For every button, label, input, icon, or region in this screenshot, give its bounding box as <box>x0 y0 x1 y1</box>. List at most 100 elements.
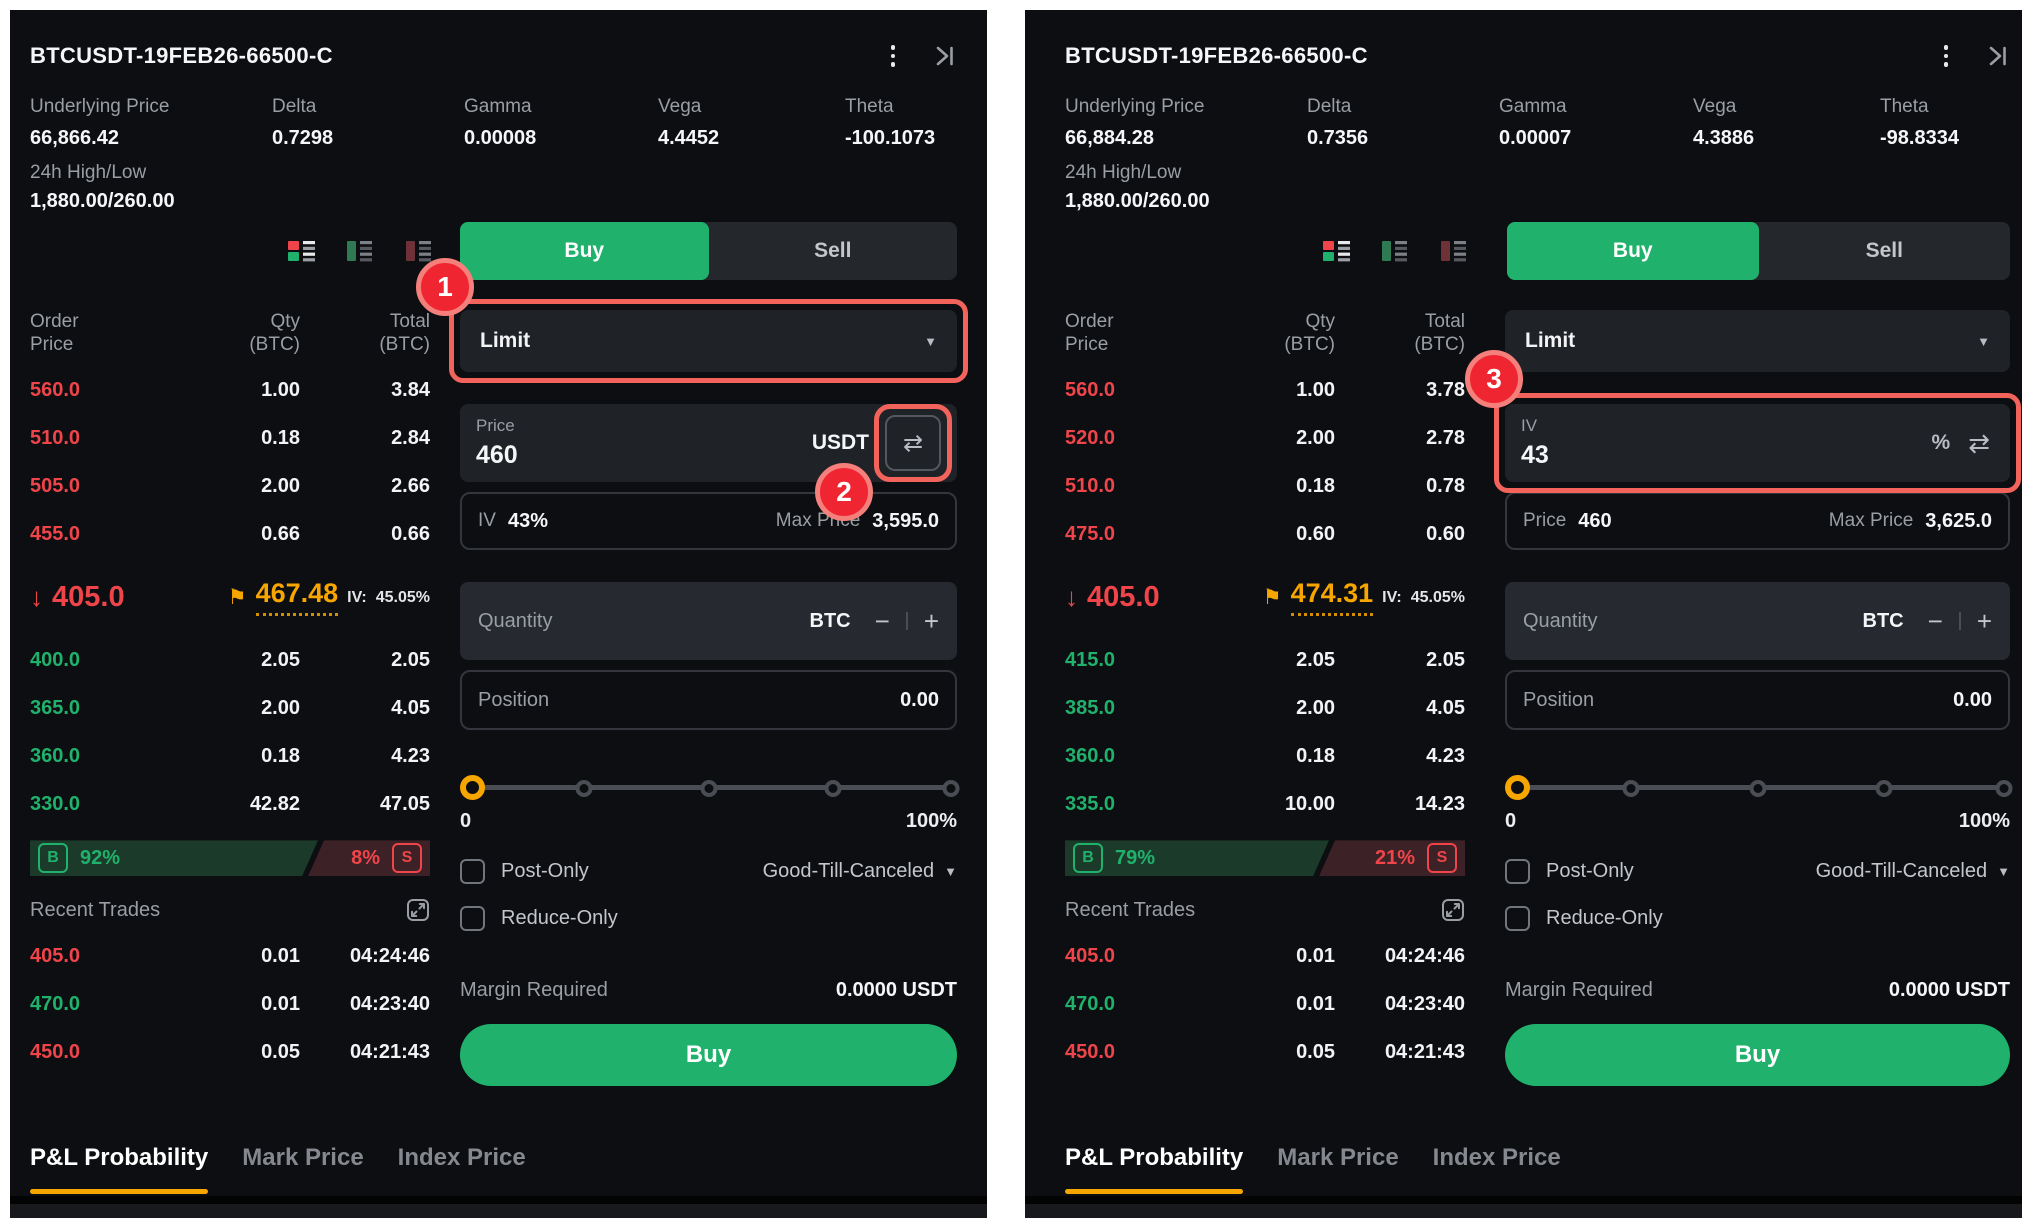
chevron-down-icon: ▼ <box>924 333 937 349</box>
sell-tab[interactable]: Sell <box>814 239 852 262</box>
tab-pnl-probability[interactable]: P&L Probability <box>1065 1144 1244 1194</box>
orderbook-both-sides-icon[interactable] <box>1323 240 1350 262</box>
ask-row[interactable]: 505.0 2.00 2.66 <box>30 462 430 510</box>
quantity-decrease-button[interactable]: − <box>1927 605 1943 636</box>
margin-required-row: Margin Required 0.0000 USDT <box>460 979 957 1002</box>
trade-qty: 0.01 <box>261 992 300 1015</box>
reduce-only-checkbox[interactable] <box>1505 906 1530 931</box>
mark-iv-label: IV: <box>347 589 367 607</box>
collapse-panel-icon[interactable] <box>1984 43 2010 69</box>
bid-total: 14.23 <box>1414 792 1465 815</box>
expand-icon[interactable] <box>1441 898 1465 922</box>
orderbook-bids-only-icon[interactable] <box>347 240 374 262</box>
expand-icon[interactable] <box>406 898 430 922</box>
post-only-option[interactable]: Post-Only <box>1505 859 1634 884</box>
ask-row[interactable]: 520.0 2.00 2.78 <box>1065 414 1465 462</box>
quantity-input[interactable]: Quantity BTC − + <box>460 582 957 660</box>
tab-mark-price[interactable]: Mark Price <box>1277 1144 1399 1171</box>
buy-tab[interactable]: Buy <box>460 222 709 280</box>
reduce-only-checkbox[interactable] <box>460 906 485 931</box>
slider-dot-100[interactable] <box>1995 780 2013 797</box>
post-only-checkbox[interactable] <box>460 859 485 884</box>
slider-dot-100[interactable] <box>942 780 960 797</box>
slider-dot-50[interactable] <box>1749 780 1766 797</box>
price-input[interactable]: Price 460 USDT 2 ⇄ <box>460 404 957 521</box>
bid-row[interactable]: 330.0 42.82 47.05 <box>30 780 430 828</box>
iv-input-label: IV <box>1521 416 1538 435</box>
ask-row[interactable]: 560.0 1.00 3.84 <box>30 366 430 414</box>
flag-icon: ⚑ <box>1262 585 1282 609</box>
slider-dot-75[interactable] <box>1875 780 1893 797</box>
slider-dot-25[interactable] <box>1622 780 1640 797</box>
slider-handle[interactable] <box>1505 775 1530 800</box>
position-row: Position 0.00 <box>460 670 957 730</box>
buy-sell-toggle: Buy Sell <box>460 222 957 280</box>
bid-row[interactable]: 360.0 0.18 4.23 <box>1065 732 1465 780</box>
ask-row[interactable]: 510.0 0.18 0.78 <box>1065 462 1465 510</box>
ask-row[interactable]: 455.0 0.66 0.66 <box>30 510 430 558</box>
quantity-decrease-button[interactable]: − <box>874 605 890 636</box>
annotation-highlight-swap: 2 ⇄ <box>815 404 952 521</box>
slider-track[interactable] <box>1505 774 2013 802</box>
more-options-icon[interactable] <box>885 43 902 69</box>
position-value: 0.00 <box>900 688 939 711</box>
slider-handle[interactable] <box>460 775 485 800</box>
reduce-only-option[interactable]: Reduce-Only <box>1505 906 1663 931</box>
mark-price-block[interactable]: ⚑ 474.31 IV: 45.05% <box>1262 578 1465 617</box>
quantity-label: Quantity <box>478 609 553 632</box>
post-only-option[interactable]: Post-Only <box>460 859 589 884</box>
post-only-checkbox[interactable] <box>1505 859 1530 884</box>
slider-dot-75[interactable] <box>824 780 842 797</box>
bid-row[interactable]: 415.0 2.05 2.05 <box>1065 636 1465 684</box>
ask-row[interactable]: 560.0 1.00 3.78 <box>1065 366 1465 414</box>
price-iv-swap-icon[interactable]: ⇄ <box>1968 427 1990 458</box>
ask-total: 2.84 <box>391 426 430 449</box>
bid-row[interactable]: 400.0 2.05 2.05 <box>30 636 430 684</box>
order-type-select[interactable]: Limit ▼ <box>460 310 957 372</box>
orderbook-layout-switcher <box>288 240 433 262</box>
iv-input[interactable]: IV 43 % ⇄ <box>1505 404 2010 482</box>
buy-ratio-segment: B 79% <box>1065 840 1329 876</box>
ask-price: 520.0 <box>1065 426 1116 449</box>
reduce-only-option[interactable]: Reduce-Only <box>460 906 618 931</box>
time-in-force-select[interactable]: Good-Till-Canceled ▼ <box>763 860 957 883</box>
slider-dot-25[interactable] <box>575 780 593 797</box>
quantity-input[interactable]: Quantity BTC − + <box>1505 582 2010 660</box>
bid-row[interactable]: 360.0 0.18 4.23 <box>30 732 430 780</box>
ask-row[interactable]: 475.0 0.60 0.60 <box>1065 510 1465 558</box>
bid-row[interactable]: 365.0 2.00 4.05 <box>30 684 430 732</box>
submit-buy-button[interactable]: Buy <box>1505 1024 2010 1086</box>
time-in-force-select[interactable]: Good-Till-Canceled ▼ <box>1816 860 2010 883</box>
quantity-increase-button[interactable]: + <box>1976 605 1992 636</box>
tab-mark-price[interactable]: Mark Price <box>242 1144 364 1171</box>
orderbook-bids-only-icon[interactable] <box>1382 240 1409 262</box>
buy-tab[interactable]: Buy <box>1507 222 1759 280</box>
slider-dot-50[interactable] <box>700 780 717 797</box>
ask-row[interactable]: 510.0 0.18 2.84 <box>30 414 430 462</box>
price-iv-swap-icon[interactable]: ⇄ <box>885 415 941 471</box>
bid-price: 335.0 <box>1065 792 1116 815</box>
order-type-select[interactable]: Limit ▼ <box>1505 310 2010 372</box>
bid-row[interactable]: 335.0 10.00 14.23 <box>1065 780 1465 828</box>
collapse-panel-icon[interactable] <box>931 43 957 69</box>
tab-index-price[interactable]: Index Price <box>397 1144 526 1171</box>
submit-buy-button[interactable]: Buy <box>460 1024 957 1086</box>
greek-label: Gamma <box>464 96 532 117</box>
trade-time: 04:21:43 <box>349 1040 430 1063</box>
option-trade-panel-left: BTCUSDT-19FEB26-66500-C Underlying Price… <box>10 10 987 1218</box>
more-options-icon[interactable] <box>1938 43 1955 69</box>
slider-track[interactable] <box>460 774 960 802</box>
tab-pnl-probability[interactable]: P&L Probability <box>30 1144 209 1194</box>
price-unit: USDT <box>811 431 869 454</box>
orderbook-asks-only-icon[interactable] <box>1441 240 1468 262</box>
last-traded-price[interactable]: ↓ 405.0 <box>1065 580 1160 613</box>
sell-tab[interactable]: Sell <box>1865 239 1903 262</box>
high-low-row: 24h High/Low 1,880.00/260.00 Buy Sell <box>30 162 957 280</box>
orderbook-both-sides-icon[interactable] <box>288 240 315 262</box>
quantity-increase-button[interactable]: + <box>923 605 939 636</box>
mark-price-block[interactable]: ⚑ 467.48 IV: 45.05% <box>228 578 430 617</box>
bid-row[interactable]: 385.0 2.00 4.05 <box>1065 684 1465 732</box>
orderbook-asks-only-icon[interactable] <box>406 240 433 262</box>
last-traded-price[interactable]: ↓ 405.0 <box>30 580 125 613</box>
tab-index-price[interactable]: Index Price <box>1432 1144 1561 1171</box>
